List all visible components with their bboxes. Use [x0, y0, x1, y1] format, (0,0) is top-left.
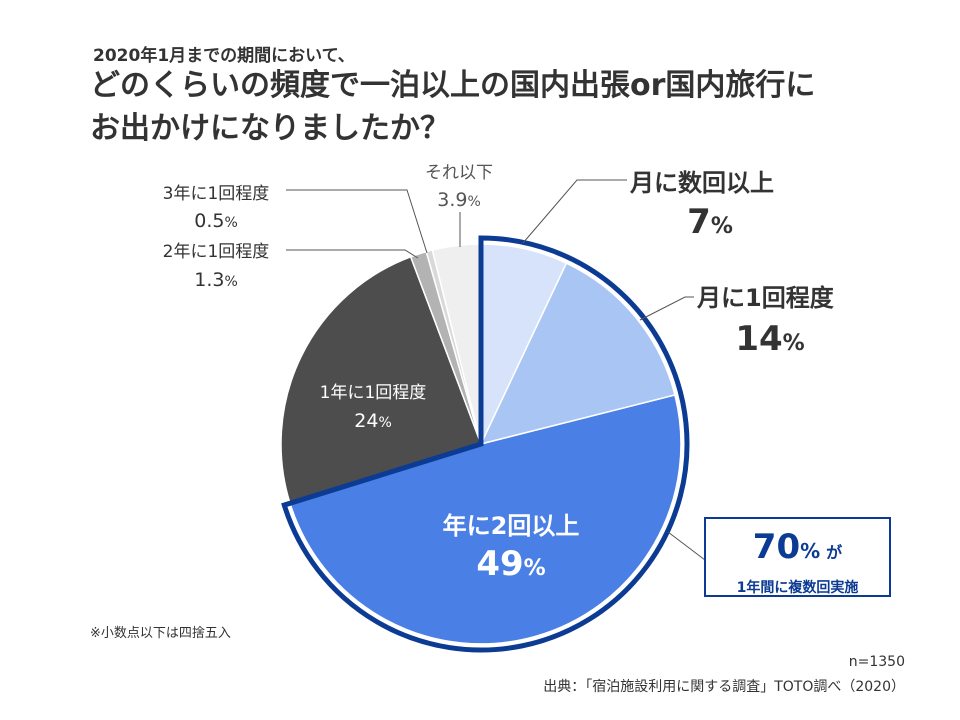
slice-category-label: 年に2回以上 — [443, 512, 580, 540]
callout-unit: % — [800, 539, 821, 563]
slice-category-label: それ以下 — [425, 163, 493, 183]
slice-value-label: 49% — [476, 544, 545, 584]
title-line-2: お出かけになりましたか？ — [90, 111, 450, 146]
highlight-outline — [281, 235, 690, 653]
leader-line — [522, 179, 627, 244]
pie-slice — [289, 394, 682, 645]
callout-number: 70 — [752, 527, 801, 567]
callout-text: 1年間に複数回実施 — [736, 580, 859, 596]
slice-value-label: 0.5% — [194, 210, 238, 232]
chart-subtitle: 2020年1月までの期間において、 — [93, 46, 355, 66]
callout-suffix: が — [826, 543, 843, 562]
sample-size: n=1350 — [848, 654, 905, 670]
slice-category-label: 1年に1回程度 — [320, 383, 427, 403]
pie-slice — [479, 262, 676, 446]
slice-value-label: 1.3% — [194, 269, 238, 291]
leader-line — [639, 296, 694, 321]
slice-category-label: 月に1回程度 — [696, 284, 835, 312]
slice-value-label: 24% — [354, 410, 392, 432]
source-citation: 出典：「宿泊施設利用に関する調査」TOTO調べ（2020） — [543, 679, 905, 695]
slice-category-label: 3年に1回程度 — [163, 184, 270, 204]
callout-value: 70% が — [706, 529, 889, 571]
slice-category-label: 月に数回以上 — [629, 169, 774, 197]
slice-category-label: 2年に1回程度 — [163, 242, 270, 262]
chart-title: どのくらいの頻度で一泊以上の国内出張or国内旅行に お出かけになりましたか？ — [90, 64, 910, 150]
leader-line — [286, 249, 419, 259]
leader-line — [667, 531, 706, 561]
pie-slice — [280, 255, 482, 505]
title-line-1: どのくらいの頻度で一泊以上の国内出張or国内旅行に — [90, 68, 816, 103]
slice-value-label: 7% — [687, 202, 733, 242]
slice-value-label: 14% — [735, 319, 804, 359]
slice-value-label: 3.9% — [437, 189, 481, 211]
leader-line — [286, 189, 428, 254]
footnote: ※小数点以下は四捨五入 — [90, 626, 231, 641]
callout-box: 70% が 1年間に複数回実施 — [704, 517, 891, 597]
